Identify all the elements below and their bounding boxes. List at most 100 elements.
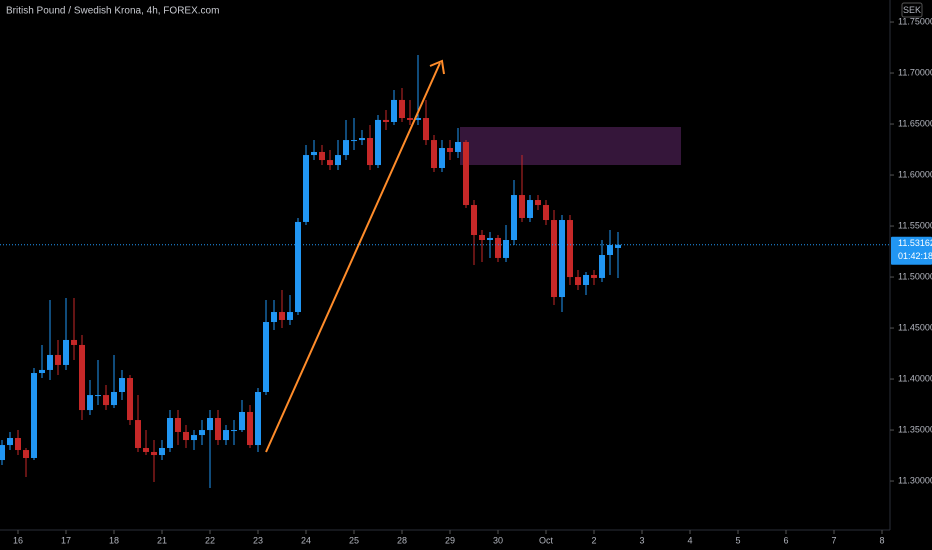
- candle-body: [487, 237, 493, 241]
- candle-body: [367, 138, 373, 166]
- candle-body: [351, 140, 357, 142]
- y-tick-label: 11.50000: [898, 271, 932, 281]
- candle-body: [103, 395, 109, 406]
- candle-body: [31, 373, 37, 458]
- candle-body: [215, 418, 221, 441]
- candle-body: [239, 411, 245, 431]
- y-tick-label: 11.40000: [898, 373, 932, 383]
- candle-body: [191, 435, 197, 441]
- candle-body: [255, 391, 261, 446]
- last-price-box: [891, 236, 932, 265]
- candle-body: [71, 339, 77, 345]
- x-tick-label: 7: [831, 535, 836, 545]
- candle-body: [495, 237, 501, 258]
- candle-body: [135, 420, 141, 448]
- y-tick-label: 11.35000: [898, 424, 932, 434]
- candle-body: [143, 447, 149, 452]
- candle-body: [247, 411, 253, 446]
- candle-body: [359, 138, 365, 141]
- candle-body: [279, 312, 285, 320]
- candle-body: [319, 151, 325, 161]
- x-tick-label: 3: [639, 535, 644, 545]
- candle-body: [127, 378, 133, 421]
- x-tick-label: 22: [205, 535, 215, 545]
- candle-body: [327, 160, 333, 166]
- candle-body: [543, 205, 549, 221]
- candle-body: [111, 391, 117, 406]
- candle-body: [463, 141, 469, 206]
- candle-body: [0, 445, 5, 461]
- candle-body: [23, 450, 29, 458]
- candle-body: [431, 140, 437, 168]
- candle-body: [39, 369, 45, 374]
- candle-body: [575, 277, 581, 285]
- candle-body: [159, 447, 165, 456]
- x-tick-label: 17: [61, 535, 71, 545]
- candle-body: [423, 118, 429, 141]
- candle-body: [207, 418, 213, 431]
- y-tick-label: 11.60000: [898, 169, 932, 179]
- x-tick-label: Oct: [539, 535, 554, 545]
- candle-body: [119, 378, 125, 392]
- y-tick-label: 11.65000: [898, 118, 932, 128]
- candle-body: [551, 220, 557, 298]
- chart-title: British Pound / Swedish Krona, 4h, FOREX…: [6, 6, 219, 17]
- candle-body: [15, 437, 21, 451]
- x-tick-label: 28: [397, 535, 407, 545]
- candle-body: [199, 430, 205, 436]
- candle-body: [559, 220, 565, 298]
- candle-body: [527, 200, 533, 218]
- candle-body: [223, 430, 229, 441]
- last-price-label: 11.53162: [898, 238, 932, 248]
- candles: [0, 54, 621, 488]
- x-tick-label: 23: [253, 535, 263, 545]
- candle-body: [375, 119, 381, 166]
- candle-body: [599, 255, 605, 278]
- candle-body: [503, 240, 509, 258]
- y-tick-label: 11.30000: [898, 475, 932, 485]
- countdown-label: 01:42:18: [898, 251, 932, 261]
- candle-body: [567, 220, 573, 278]
- candle-body: [287, 312, 293, 320]
- candle-body: [79, 344, 85, 411]
- x-tick-label: 18: [109, 535, 119, 545]
- y-tick-label: 11.75000: [898, 16, 932, 26]
- x-tick-label: 25: [349, 535, 359, 545]
- y-tick-label: 11.70000: [898, 67, 932, 77]
- x-tick-label: 24: [301, 535, 311, 545]
- y-tick-label: 11.55000: [898, 220, 932, 230]
- y-tick-label: 11.45000: [898, 322, 932, 332]
- candle-body: [479, 235, 485, 241]
- candle-body: [383, 119, 389, 122]
- candle-body: [55, 354, 61, 365]
- x-tick-label: 16: [13, 535, 23, 545]
- x-tick-label: 8: [879, 535, 884, 545]
- candle-body: [47, 354, 53, 370]
- candle-body: [447, 148, 453, 152]
- candle-body: [295, 221, 301, 313]
- candle-body: [231, 430, 237, 432]
- x-tick-label: 2: [591, 535, 596, 545]
- candle-body: [271, 312, 277, 323]
- candle-body: [519, 195, 525, 218]
- candle-body: [535, 200, 541, 206]
- x-tick-label: 5: [735, 535, 740, 545]
- candle-body: [415, 118, 421, 120]
- x-tick-label: 21: [157, 535, 167, 545]
- candle-body: [343, 140, 349, 156]
- candle-body: [583, 274, 589, 285]
- candle-body: [511, 195, 517, 241]
- candle-body: [7, 437, 13, 446]
- candle-body: [311, 151, 317, 156]
- candle-body: [591, 274, 597, 278]
- candle-body: [303, 155, 309, 222]
- candle-body: [615, 244, 621, 248]
- x-tick-label: 29: [445, 535, 455, 545]
- candle-body: [63, 339, 69, 365]
- x-tick-label: 4: [687, 535, 692, 545]
- candle-body: [399, 99, 405, 119]
- candle-body: [263, 322, 269, 392]
- candle-body: [175, 418, 181, 432]
